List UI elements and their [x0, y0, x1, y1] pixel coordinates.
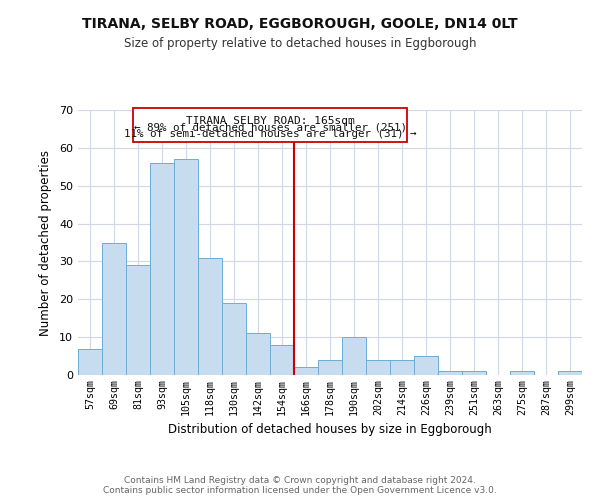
Bar — [78, 348, 102, 375]
Bar — [390, 360, 414, 375]
Text: Contains public sector information licensed under the Open Government Licence v3: Contains public sector information licen… — [103, 486, 497, 495]
Bar — [462, 371, 486, 375]
Bar — [174, 159, 198, 375]
Text: Size of property relative to detached houses in Eggborough: Size of property relative to detached ho… — [124, 38, 476, 51]
Bar — [558, 371, 582, 375]
Bar — [294, 368, 318, 375]
Bar — [342, 337, 366, 375]
Bar — [198, 258, 222, 375]
Bar — [318, 360, 342, 375]
Bar — [246, 334, 270, 375]
FancyBboxPatch shape — [133, 108, 407, 142]
Bar — [366, 360, 390, 375]
Text: 11% of semi-detached houses are larger (31) →: 11% of semi-detached houses are larger (… — [124, 130, 416, 140]
Text: TIRANA, SELBY ROAD, EGGBOROUGH, GOOLE, DN14 0LT: TIRANA, SELBY ROAD, EGGBOROUGH, GOOLE, D… — [82, 18, 518, 32]
Bar — [270, 344, 294, 375]
Bar — [150, 163, 174, 375]
Bar — [414, 356, 438, 375]
Bar — [510, 371, 534, 375]
Y-axis label: Number of detached properties: Number of detached properties — [39, 150, 52, 336]
X-axis label: Distribution of detached houses by size in Eggborough: Distribution of detached houses by size … — [168, 424, 492, 436]
Bar — [102, 242, 126, 375]
Text: Contains HM Land Registry data © Crown copyright and database right 2024.: Contains HM Land Registry data © Crown c… — [124, 476, 476, 485]
Bar — [126, 265, 150, 375]
Text: ← 89% of detached houses are smaller (251): ← 89% of detached houses are smaller (25… — [133, 122, 407, 132]
Bar — [438, 371, 462, 375]
Bar — [222, 303, 246, 375]
Text: TIRANA SELBY ROAD: 165sqm: TIRANA SELBY ROAD: 165sqm — [185, 116, 355, 126]
